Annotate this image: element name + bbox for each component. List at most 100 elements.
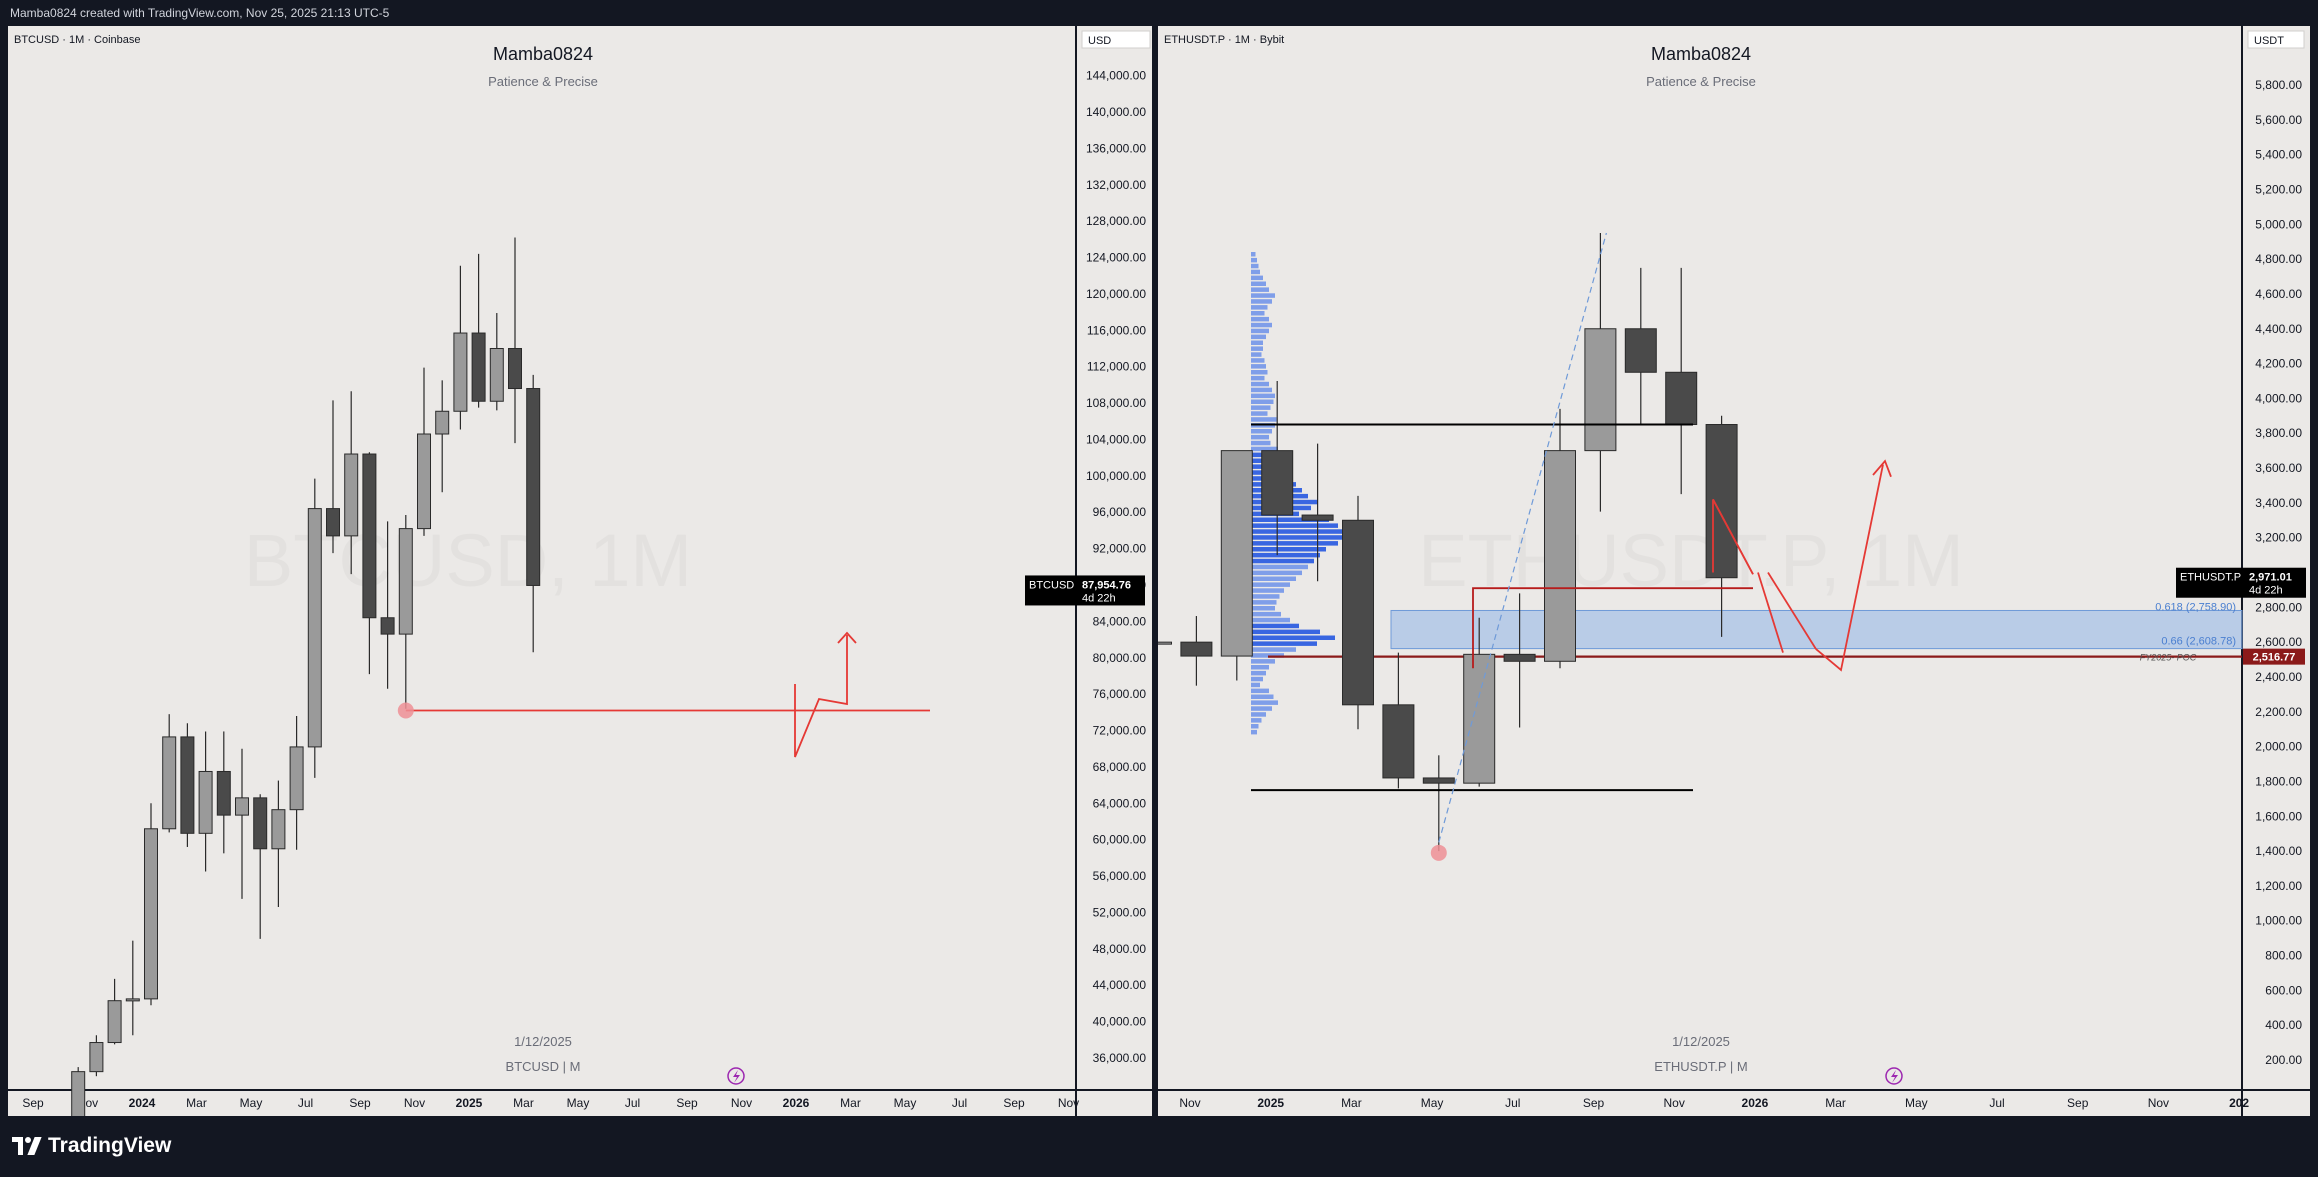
projection-path [794, 635, 848, 758]
x-tick-label: Sep [22, 1096, 44, 1110]
x-tick-label: Jul [1505, 1096, 1520, 1110]
flash-icon[interactable] [1885, 1067, 1903, 1085]
y-tick-label: 120,000.00 [1086, 287, 1146, 301]
flash-icon[interactable] [727, 1067, 745, 1085]
y-tick-label: 60,000.00 [1093, 833, 1147, 847]
x-tick-label: Sep [1003, 1096, 1025, 1110]
y-tick-label: 80,000.00 [1093, 651, 1147, 665]
volume-profile-bar [1251, 311, 1265, 316]
y-tick-label: 72,000.00 [1093, 724, 1147, 738]
y-tick-label: 5,400.00 [2255, 148, 2302, 162]
x-tick-label: Nov [1664, 1096, 1685, 1110]
y-tick-label: 1,400.00 [2255, 844, 2302, 858]
btc-chart[interactable]: BTCUSD, 1MUSD36,000.0040,000.0044,000.00… [8, 26, 1152, 1116]
eth-chart-panel[interactable]: ETHUSDT.P, 1M USDT 200.00 400.00 600.00 800.0… [1158, 26, 2310, 1116]
projection-path-d [1767, 572, 1817, 650]
y-tick-label: 68,000.00 [1093, 760, 1147, 774]
volume-profile-bar [1251, 287, 1269, 292]
candle-body [1180, 641, 1213, 657]
x-tick-label: Sep [1583, 1096, 1605, 1110]
chart-title: Mamba0824 [1651, 44, 1751, 64]
y-tick-label: 104,000.00 [1086, 432, 1146, 446]
volume-profile-bar [1251, 281, 1266, 286]
chart-subtitle: Patience & Precise [488, 74, 598, 89]
x-tick-label: 202 [2229, 1096, 2249, 1110]
candle-body [144, 828, 158, 1000]
price-axis-bg [1076, 26, 1152, 1116]
x-tick-label: Jul [625, 1096, 640, 1110]
volume-profile-bar [1251, 564, 1308, 570]
breakout-level [1472, 587, 1753, 669]
symbol-info: ETHUSDT.P · 1M · Bybit [1164, 34, 1284, 46]
flash-bolt-icon [1891, 1070, 1898, 1083]
btc-chart-panel[interactable]: BTCUSD, 1M USD 36,000.00 40,000.00 44,000.00… [8, 26, 1152, 1116]
volume-profile-bar [1251, 370, 1268, 375]
candle-body [1705, 424, 1738, 579]
currency-button[interactable] [1081, 30, 1151, 49]
y-tick-label: 5,800.00 [2255, 78, 2302, 92]
volume-profile-bar [1251, 535, 1371, 540]
candle-body [71, 1071, 86, 1116]
y-tick-label: 600.00 [2265, 983, 2302, 997]
candle-body [453, 332, 468, 412]
candle-body [380, 617, 395, 635]
volume-profile-bar [1251, 570, 1302, 576]
candle-body [180, 736, 195, 834]
y-tick-label: 4,800.00 [2255, 252, 2302, 266]
x-tick-label: May [567, 1096, 590, 1110]
currency-button[interactable] [2247, 30, 2305, 49]
y-tick-label: 3,200.00 [2255, 531, 2302, 545]
volume-profile-bar [1251, 676, 1263, 682]
eth-chart[interactable]: ETHUSDT.P, 1M USDT 200.00 400.00 600.00 800.0… [1158, 26, 2310, 1116]
volume-profile-bar [1251, 446, 1278, 452]
swing-low-marker [1430, 844, 1447, 861]
volume-profile-bar [1251, 293, 1275, 298]
candle-body [289, 746, 304, 811]
y-tick-label: 40,000.00 [1093, 1015, 1147, 1029]
volume-profile-bar [1251, 334, 1266, 340]
projection-path-a2 [1712, 498, 1754, 575]
x-tick-label: 2025 [456, 1096, 483, 1110]
flash-bolt-icon [733, 1070, 740, 1083]
y-tick-label: 2,400.00 [2255, 670, 2302, 684]
volume-profile-bar [1251, 706, 1272, 711]
x-tick-label: May [1421, 1096, 1444, 1110]
candle-body [216, 770, 231, 816]
y-tick-label: 2,200.00 [2255, 705, 2302, 719]
volume-profile-bar [1251, 523, 1338, 528]
volume-profile-bar [1251, 718, 1262, 723]
volume-profile-bar [1251, 712, 1266, 717]
volume-profile-bar [1251, 576, 1296, 581]
candle-body [417, 433, 431, 530]
candle-body [526, 388, 541, 586]
candle-body [1503, 653, 1536, 662]
candle-body [271, 809, 286, 850]
volume-profile-bar [1251, 417, 1277, 422]
candle-body [1665, 371, 1698, 426]
candle-body [1584, 328, 1617, 452]
volume-profile-bar [1251, 541, 1338, 546]
volume-profile-bar [1251, 387, 1272, 393]
x-tick-label: Sep [676, 1096, 698, 1110]
volume-profile-bar [1251, 358, 1265, 363]
candle-body [1544, 450, 1576, 662]
y-tick-label: 3,800.00 [2255, 426, 2302, 440]
y-tick-label: 96,000.00 [1093, 505, 1147, 519]
x-tick-label: Sep [349, 1096, 371, 1110]
price-label-countdown: 4d 22h [1082, 592, 1116, 604]
tradingview-logo[interactable]: TradingView [12, 1134, 171, 1158]
x-tick-label: Mar [1341, 1096, 1362, 1110]
candle-body [398, 528, 413, 635]
x-tick-label: Nov [731, 1096, 752, 1110]
chart-title: Mamba0824 [493, 44, 593, 64]
x-tick-label: May [894, 1096, 917, 1110]
volume-profile-bar [1251, 328, 1269, 334]
y-tick-label: 140,000.00 [1086, 105, 1146, 119]
y-tick-label: 4,400.00 [2255, 322, 2302, 336]
volume-profile-bar [1251, 434, 1269, 440]
volume-profile-bar [1251, 399, 1274, 404]
y-tick-label: 116,000.00 [1087, 323, 1146, 337]
volume-profile-bar [1251, 606, 1275, 611]
volume-profile-bar [1251, 694, 1274, 699]
candle-body [344, 453, 359, 537]
